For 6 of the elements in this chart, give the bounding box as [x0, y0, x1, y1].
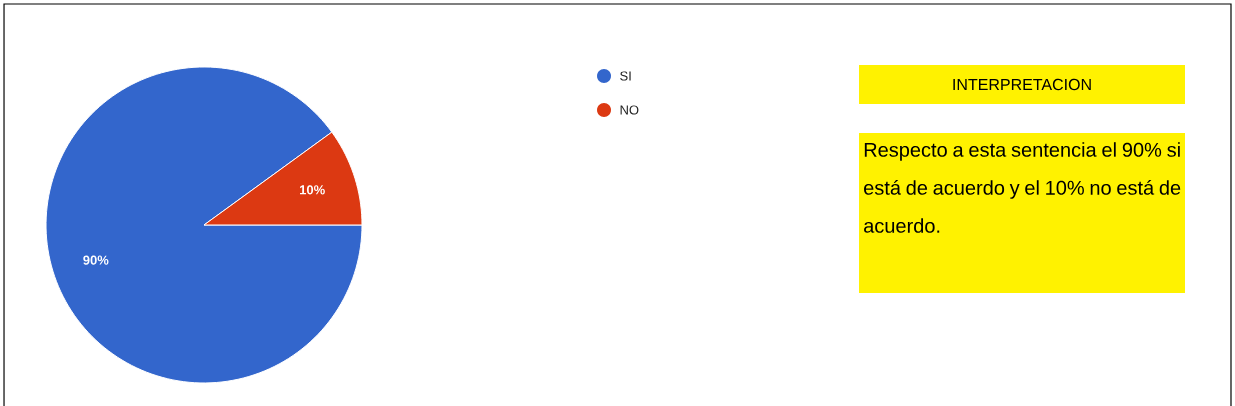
data-label: 90% — [83, 255, 109, 265]
legend-label: NO — [620, 105, 639, 115]
data-label: 10% — [300, 185, 325, 195]
legend-label: SI — [620, 71, 631, 81]
text: Respecto a esta sentencia el 90% si está de acuerdo y el 10% no está de acuerdo. — [864, 142, 1181, 233]
text: INTERPRETACION — [953, 78, 1091, 91]
